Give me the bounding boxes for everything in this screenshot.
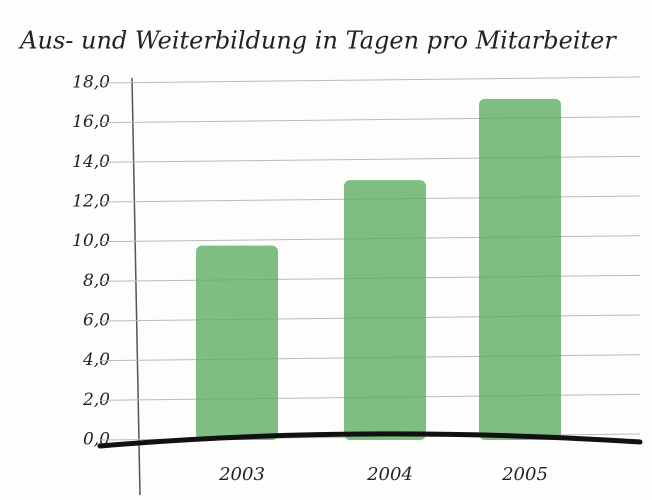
y-tick-label: 12,0 — [72, 192, 110, 212]
bar — [479, 98, 561, 440]
grid-line — [99, 76, 641, 84]
bar — [344, 180, 426, 440]
baseline — [97, 431, 643, 449]
y-tick-label: 16,0 — [72, 112, 110, 132]
y-tick-label: 2,0 — [82, 390, 110, 410]
x-tick-label: 2003 — [218, 464, 265, 485]
x-tick-label: 2005 — [501, 464, 548, 485]
y-tick-label: 14,0 — [72, 152, 110, 172]
y-tick-label: 6,0 — [83, 311, 110, 331]
y-tick-label: 8,0 — [83, 271, 110, 291]
y-tick-label: 4,0 — [82, 350, 110, 370]
bar — [196, 245, 278, 440]
y-tick-label: 10,0 — [72, 231, 110, 251]
y-tick-label: 18,0 — [72, 73, 110, 93]
chart-title: Aus- und Weiterbildung in Tagen pro Mita… — [18, 27, 617, 55]
y-axis — [131, 77, 141, 496]
x-tick-label: 2004 — [366, 464, 413, 485]
